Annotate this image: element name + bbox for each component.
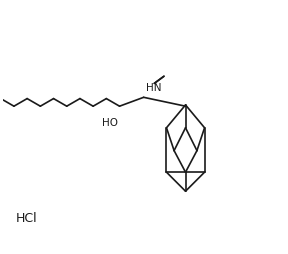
Text: methyl as zigzag terminal: methyl as zigzag terminal	[165, 69, 274, 78]
Text: HCl: HCl	[16, 212, 37, 225]
Text: HN: HN	[146, 82, 161, 92]
Text: HO: HO	[102, 117, 118, 127]
